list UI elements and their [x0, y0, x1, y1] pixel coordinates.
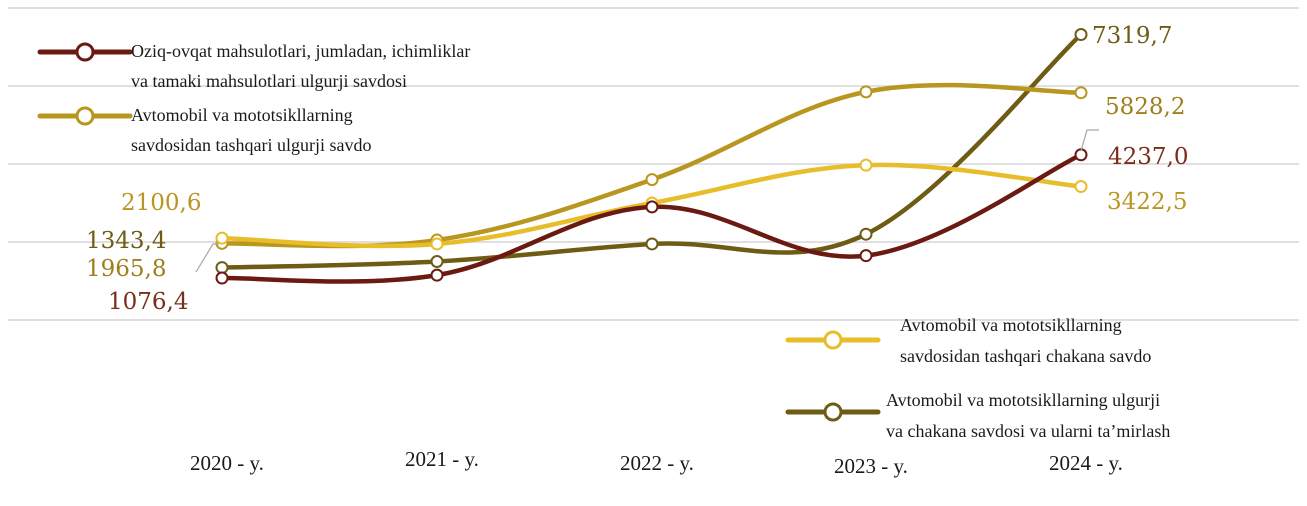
- data-point: [215, 261, 229, 275]
- legend: Oziq-ovqat mahsulotlari, jumladan, ichim…: [37, 41, 1170, 441]
- data-point: [1074, 86, 1088, 100]
- legend-label: Avtomobil va mototsikllarning: [900, 315, 1122, 335]
- series-line-4: [219, 32, 1084, 270]
- data-label: 1343,4: [86, 228, 166, 254]
- data-point: [430, 268, 444, 282]
- data-points: [215, 28, 1088, 285]
- data-point: [859, 249, 873, 263]
- legend-label: va tamaki mahsulotlari ulgurji savdosi: [131, 71, 407, 91]
- data-point: [1074, 180, 1088, 194]
- data-point: [430, 237, 444, 251]
- data-point: [645, 237, 659, 251]
- legend-marker: [823, 402, 843, 422]
- data-label: 4237,0: [1108, 144, 1188, 170]
- legend-marker: [823, 330, 843, 350]
- leader-line: [195, 243, 219, 273]
- data-point: [215, 231, 229, 245]
- data-point: [645, 173, 659, 187]
- legend-item-3: Avtomobil va mototsikllarning savdosidan …: [785, 315, 1151, 366]
- legend-item-1: Oziq-ovqat mahsulotlari, jumladan, ichim…: [37, 41, 470, 91]
- legend-label: savdosidan tashqari chakana savdo: [900, 346, 1151, 366]
- x-tick-label: 2020 - y.: [190, 451, 264, 475]
- label-leader-lines: [195, 129, 1099, 273]
- leader-line: [1080, 129, 1099, 152]
- data-point: [859, 158, 873, 172]
- data-label: 2100,6: [121, 190, 201, 216]
- x-tick-label: 2022 - y.: [620, 451, 694, 475]
- data-point: [215, 271, 229, 285]
- data-label: 3422,5: [1107, 189, 1187, 215]
- data-point: [430, 255, 444, 268]
- legend-label: savdosidan tashqari ulgurji savdo: [131, 135, 371, 155]
- x-tick-label: 2023 - y.: [834, 454, 908, 478]
- legend-item-2: Avtomobil va mototsikllarning savdosidan …: [37, 105, 371, 155]
- legend-label: Oziq-ovqat mahsulotlari, jumladan, ichim…: [131, 41, 470, 61]
- legend-label: Avtomobil va mototsikllarning: [131, 105, 353, 125]
- data-point: [859, 227, 873, 241]
- legend-marker: [75, 42, 95, 62]
- legend-label: va chakana savdosi va ularni ta’mirlash: [886, 421, 1170, 441]
- legend-label: Avtomobil va mototsikllarning ulgurji: [886, 390, 1160, 410]
- x-axis-tick-labels: 2020 - y. 2021 - y. 2022 - y. 2023 - y. 2024…: [190, 447, 1123, 478]
- data-label: 1965,8: [86, 256, 166, 282]
- data-labels: 1076,4 4237,0 1965,8 5828,2 2100,6 3422,5 1343…: [86, 23, 1188, 315]
- data-point: [859, 85, 873, 99]
- data-label: 1076,4: [108, 289, 188, 315]
- legend-item-4: Avtomobil va mototsikllarning ulgurji va …: [785, 390, 1170, 441]
- data-point: [645, 200, 659, 214]
- data-label: 5828,2: [1105, 94, 1185, 120]
- data-label: 7319,7: [1092, 23, 1172, 49]
- x-tick-label: 2021 - y.: [405, 447, 479, 471]
- x-tick-label: 2024 - y.: [1049, 451, 1123, 475]
- data-point: [1074, 28, 1088, 42]
- legend-marker: [75, 106, 95, 126]
